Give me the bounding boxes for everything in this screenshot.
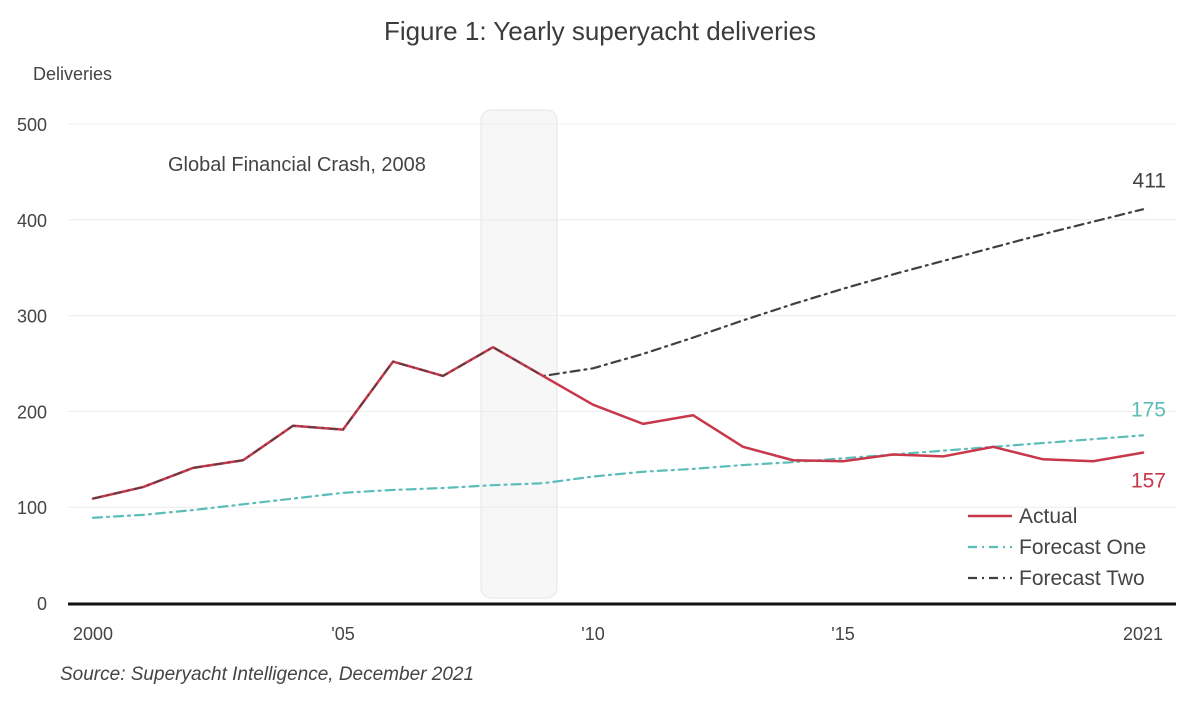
end-label-forecast-one: 175 xyxy=(1131,398,1166,421)
y-tick-label: 200 xyxy=(17,402,47,422)
legend-label: Actual xyxy=(1019,505,1077,528)
series-line-forecast-two xyxy=(91,208,1145,500)
x-tick-label: '15 xyxy=(831,624,854,644)
series-line-actual xyxy=(91,345,1145,500)
y-tick-label: 300 xyxy=(17,307,47,327)
x-tick-labels: 2000 '05 '10 '15 2021 xyxy=(73,624,1163,644)
source-note: Source: Superyacht Intelligence, Decembe… xyxy=(60,664,475,685)
series-line-forecast-two-historical xyxy=(92,346,544,500)
y-axis-label: Deliveries xyxy=(33,64,113,84)
legend: Actual Forecast One Forecast Two xyxy=(968,505,1146,590)
end-label-forecast-two: 411 xyxy=(1133,169,1166,192)
y-tick-label: 500 xyxy=(17,115,47,135)
series-line-forecast-one xyxy=(91,434,1145,519)
gridlines xyxy=(68,123,1176,508)
y-tick-labels: 0 100 200 300 400 500 xyxy=(17,115,47,614)
y-tick-label: 100 xyxy=(17,498,47,518)
legend-label: Forecast Two xyxy=(1019,567,1145,590)
crash-highlight xyxy=(480,109,558,599)
end-labels: 157 175 411 xyxy=(1131,169,1166,492)
x-tick-label: 2000 xyxy=(73,624,113,644)
x-tick-label: 2021 xyxy=(1123,624,1163,644)
x-tick-label: '05 xyxy=(331,624,354,644)
y-tick-label: 0 xyxy=(37,594,47,614)
x-tick-label: '10 xyxy=(581,624,604,644)
chart-title: Figure 1: Yearly superyacht deliveries xyxy=(383,16,817,46)
end-label-actual: 157 xyxy=(1131,470,1166,493)
legend-label: Forecast One xyxy=(1019,536,1146,559)
crash-annotation: Global Financial Crash, 2008 xyxy=(168,154,426,176)
y-tick-label: 400 xyxy=(17,211,47,231)
series-lines xyxy=(91,208,1145,519)
